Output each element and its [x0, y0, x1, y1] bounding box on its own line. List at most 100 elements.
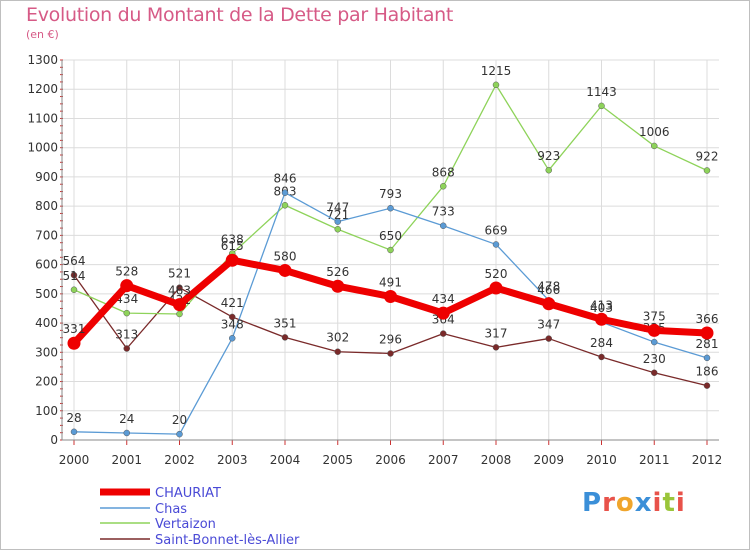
- data-point: [123, 429, 130, 437]
- x-tick-label: 2011: [639, 453, 670, 467]
- data-point: [545, 335, 552, 342]
- data-label: 491: [379, 275, 402, 289]
- x-tick-label: 2009: [533, 453, 564, 467]
- data-point: [70, 428, 78, 436]
- y-tick-label: 900: [35, 170, 58, 184]
- data-label: 1215: [481, 64, 512, 78]
- data-point: [123, 309, 130, 317]
- chart-title: Evolution du Montant de la Dette par Hab…: [26, 4, 454, 26]
- data-point: [70, 271, 78, 279]
- data-point: [281, 334, 289, 341]
- y-tick-label: 400: [35, 316, 58, 330]
- legend-item: Saint-Bonnet-lès-Allier: [100, 533, 300, 548]
- data-label: 923: [537, 149, 560, 163]
- data-label: 733: [432, 205, 455, 219]
- data-label: 466: [537, 283, 560, 297]
- data-label: 463: [168, 284, 191, 298]
- data-label: 317: [485, 326, 508, 340]
- data-point: [440, 330, 447, 337]
- x-tick-label: 2008: [481, 453, 512, 467]
- data-label: 526: [326, 265, 349, 279]
- data-point: [281, 202, 289, 209]
- data-label: 186: [696, 365, 719, 379]
- data-point: [492, 344, 500, 351]
- data-point: [225, 253, 239, 267]
- data-label: 347: [537, 318, 560, 332]
- data-label: 747: [326, 201, 349, 215]
- x-tick-label: 2003: [217, 453, 248, 467]
- data-point: [176, 310, 183, 318]
- data-point: [67, 336, 81, 350]
- data-label: 638: [221, 233, 244, 247]
- data-point: [120, 279, 134, 293]
- data-label: 413: [590, 298, 613, 312]
- data-label: 868: [432, 165, 455, 179]
- data-label: 793: [379, 187, 402, 201]
- legend-label: Saint-Bonnet-lès-Allier: [155, 533, 300, 548]
- data-label: 434: [432, 292, 455, 306]
- data-point: [387, 246, 394, 254]
- data-point: [651, 338, 658, 346]
- y-tick-label: 500: [35, 287, 58, 301]
- data-label: 1006: [639, 125, 670, 139]
- data-point: [651, 369, 658, 377]
- data-point: [703, 382, 711, 389]
- data-point: [123, 345, 130, 352]
- y-tick-label: 1000: [27, 141, 58, 155]
- data-label: 403: [590, 301, 613, 315]
- data-point: [331, 279, 345, 293]
- data-point: [387, 350, 394, 357]
- data-label: 230: [643, 352, 666, 366]
- data-point: [647, 323, 661, 337]
- data-point: [703, 167, 711, 174]
- data-label: 281: [696, 337, 719, 351]
- data-point: [598, 353, 605, 361]
- series-saint-bonnet-l-s-allier: 564313521421351302296364317347284230186: [63, 254, 719, 389]
- x-tick-label: 2010: [586, 453, 617, 467]
- data-label: 24: [119, 412, 134, 426]
- y-tick-label: 0: [50, 433, 58, 447]
- data-label: 615: [221, 239, 244, 253]
- data-label: 1143: [586, 85, 617, 99]
- data-label: 521: [168, 267, 191, 281]
- data-label: 351: [274, 316, 297, 330]
- x-tick-label: 2005: [322, 453, 353, 467]
- data-point: [334, 218, 341, 225]
- data-label: 20: [172, 413, 187, 427]
- data-label: 846: [274, 172, 297, 186]
- data-point: [492, 241, 500, 248]
- y-tick-label: 1100: [27, 111, 58, 125]
- y-tick-label: 300: [35, 345, 58, 359]
- data-point: [176, 430, 183, 438]
- data-label: 28: [66, 411, 81, 425]
- data-point: [595, 312, 608, 326]
- legend-label: CHAURIAT: [155, 486, 221, 501]
- x-tick-label: 2002: [164, 453, 195, 467]
- data-point: [281, 189, 289, 196]
- data-point: [703, 354, 711, 362]
- data-point: [384, 289, 397, 303]
- data-label: 313: [115, 328, 138, 342]
- data-label: 564: [63, 254, 86, 268]
- data-point: [545, 166, 552, 174]
- data-label: 580: [274, 249, 297, 263]
- legend-item: CHAURIAT: [100, 486, 221, 501]
- data-label: 302: [326, 331, 349, 345]
- data-point: [173, 298, 186, 312]
- data-point: [436, 306, 450, 320]
- data-point: [492, 81, 500, 89]
- legend-item: Vertaizon: [100, 517, 216, 532]
- data-point: [651, 142, 658, 150]
- data-point: [176, 284, 183, 291]
- legend-label: Vertaizon: [155, 517, 216, 532]
- data-label: 348: [221, 317, 244, 331]
- data-label: 375: [643, 309, 666, 323]
- data-label: 421: [221, 296, 244, 310]
- data-label: 284: [590, 336, 613, 350]
- data-label: 296: [379, 332, 402, 346]
- data-point: [334, 348, 341, 355]
- chart-unit: (en €): [26, 28, 59, 41]
- data-point: [598, 102, 605, 110]
- legend-item: Chas: [100, 502, 187, 517]
- data-label: 528: [115, 265, 138, 279]
